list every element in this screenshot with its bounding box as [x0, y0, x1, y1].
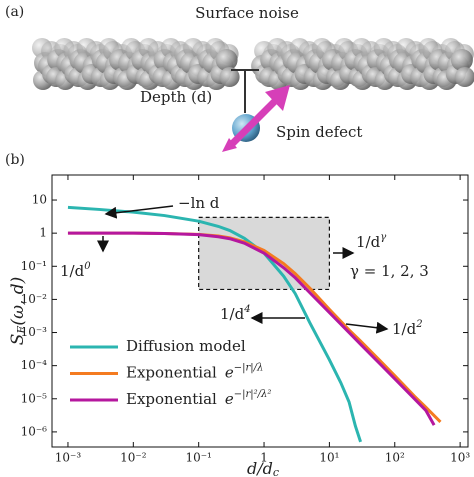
- depth-marker: [231, 69, 259, 113]
- y-tick-label: 10⁻³: [21, 325, 48, 339]
- y-tick-label: 10⁻⁴: [21, 358, 48, 372]
- x-tick-label: 10¹: [319, 451, 339, 465]
- x-tick-label: 10⁻¹: [185, 451, 211, 465]
- x-axis-label: d/dc: [247, 459, 279, 477]
- legend-label: Exponential e−|r|²/λ²: [126, 389, 271, 409]
- x-tick-label: 10⁻²: [120, 451, 147, 465]
- legend: Diffusion model Exponential e−|r|/λ Exponen…: [70, 337, 271, 408]
- spin-arrow: [222, 85, 290, 152]
- x-tick-label: 1: [260, 451, 268, 465]
- legend-label: Exponential e−|r|/λ: [126, 362, 263, 382]
- y-tick-label: 10⁻⁶: [21, 424, 48, 438]
- depth-label: Depth (d): [140, 88, 212, 106]
- annotation: −ln d: [178, 194, 220, 212]
- annotation: 1/d4: [220, 304, 251, 324]
- surface-title: Surface noise: [195, 4, 299, 22]
- x-tick-label: 10²: [385, 451, 405, 465]
- annotation: 1/d2: [392, 319, 423, 339]
- plot-area: [52, 175, 468, 447]
- y-axis-label: SE(ω, d): [8, 277, 29, 346]
- x-tick-label: 10³: [450, 451, 470, 465]
- y-tick-label: 1: [39, 226, 47, 240]
- annotation-arrows: [97, 205, 389, 334]
- panel-label: (b): [5, 152, 25, 168]
- surface-spheres: [32, 38, 474, 90]
- y-tick-label: 10⁻²: [21, 292, 48, 306]
- y-tick-label: 10⁻¹: [21, 259, 47, 273]
- x-tick-label: 10⁻³: [55, 451, 82, 465]
- annotation: 1/d0: [60, 261, 91, 281]
- defect-label: Spin defect: [276, 123, 362, 141]
- panel-label: (a): [5, 4, 24, 20]
- y-tick-label: 10⁻⁵: [21, 391, 48, 405]
- legend-label: Diffusion model: [126, 337, 246, 355]
- annotation: γ = 1, 2, 3: [350, 262, 429, 280]
- series-line: [67, 231, 436, 426]
- y-tick-label: 10: [32, 193, 47, 207]
- axes-frame: [51, 174, 469, 448]
- annotation: 1/dγ: [356, 232, 386, 252]
